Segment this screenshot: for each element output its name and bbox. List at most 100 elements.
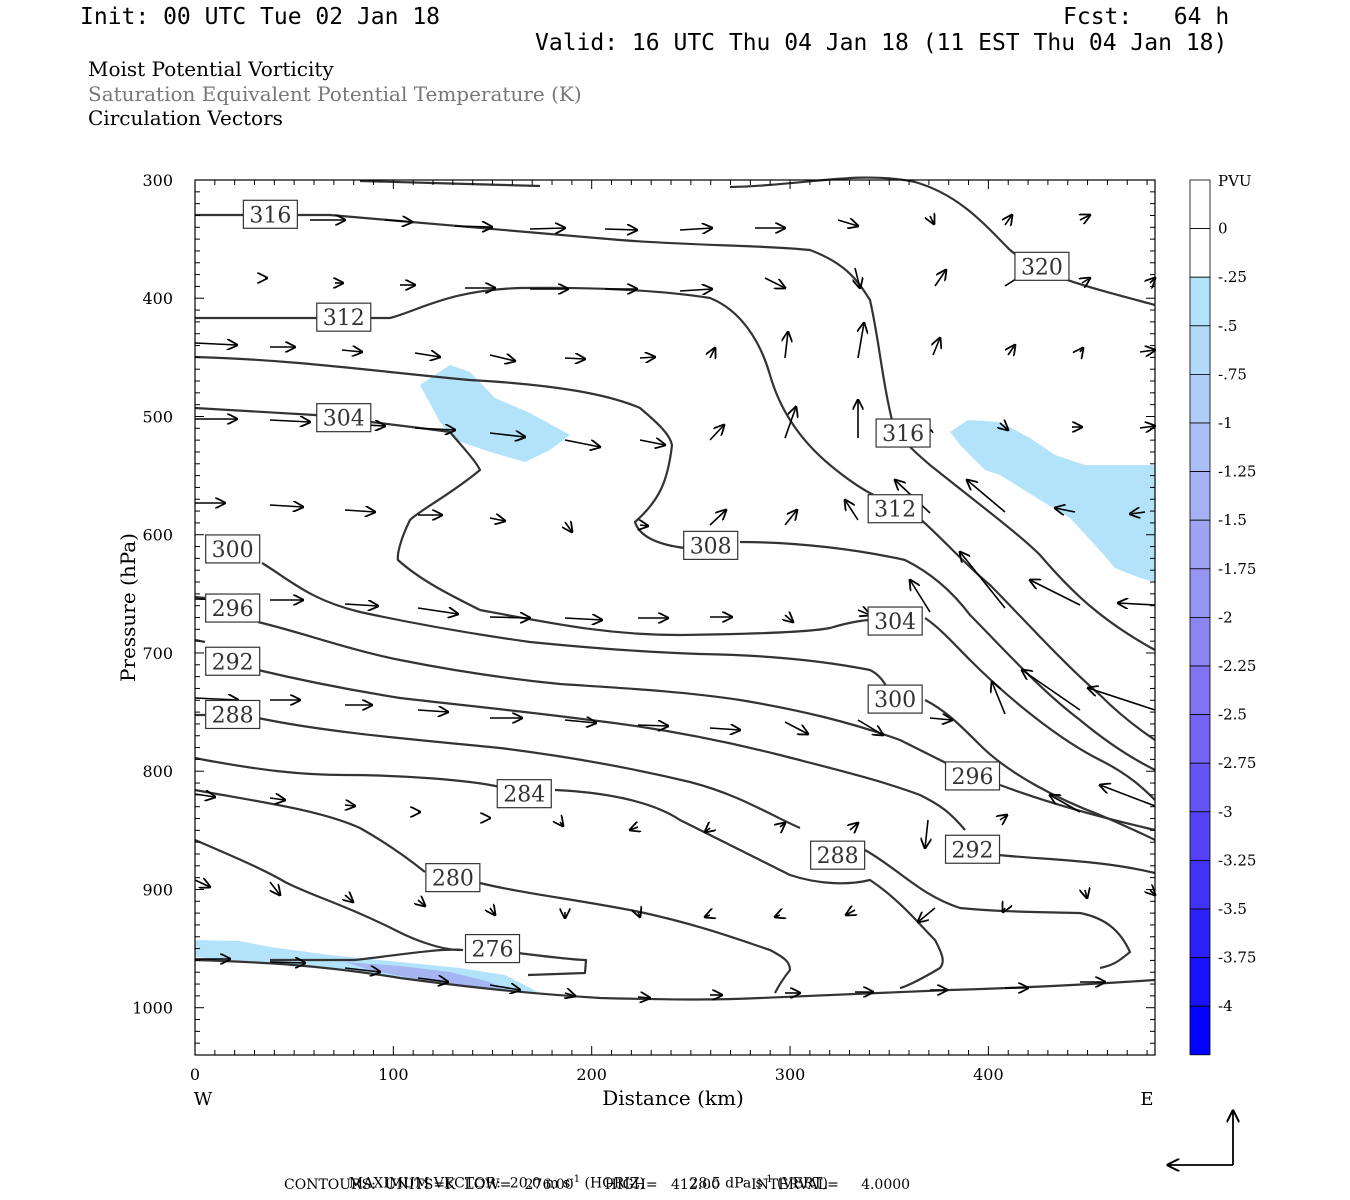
vector-arrow (858, 323, 864, 359)
colorbar-cell (1189, 860, 1211, 910)
contour-label-text: 304 (323, 407, 365, 432)
colorbar-label: 0 (1218, 220, 1228, 238)
vector-arrow (775, 915, 780, 917)
colorbar-label: -2.75 (1218, 754, 1256, 772)
vector-arrow (780, 823, 785, 827)
vector-arrow (489, 985, 520, 990)
title-vectors: Circulation Vectors (88, 106, 283, 130)
contour-280 (194, 788, 792, 994)
contour-label-box (205, 593, 261, 623)
colorbar-label: -.25 (1218, 268, 1247, 286)
colorbar-label: -3.25 (1218, 851, 1256, 869)
contour-308-a (194, 355, 686, 550)
vector-arrow (1080, 215, 1090, 220)
contour-320 (729, 176, 1156, 307)
colorbar-cell (1189, 1005, 1211, 1056)
colorbar-cell (1189, 228, 1211, 278)
vector-arrow (785, 332, 788, 359)
colorbar-label: -4 (1218, 997, 1233, 1015)
contour-304 (194, 406, 1156, 801)
vector-arrow (785, 615, 793, 622)
contour-label-box (944, 761, 1001, 791)
contour-label-box (867, 606, 923, 636)
vector-arrow (637, 997, 650, 998)
contour-label: 320 (1014, 251, 1070, 281)
contour-label: 300 (867, 684, 923, 714)
vector-arrow (417, 710, 448, 712)
contour-label-text: 296 (952, 765, 994, 790)
y-tick-label: 1000 (132, 999, 173, 1018)
contour-label-box (205, 646, 261, 676)
vector-arrow (930, 216, 934, 224)
contour-label-text: 288 (212, 703, 254, 728)
y-axis-label: Pressure (hPa) (116, 533, 140, 682)
vector-arrow (417, 978, 448, 982)
vector-arrow (1005, 215, 1012, 225)
x-tick-label: 200 (576, 1065, 607, 1084)
vector-arrow (1088, 688, 1156, 711)
contour-label-text: 316 (249, 203, 291, 228)
init-time: Init: 00 UTC Tue 02 Jan 18 (80, 4, 441, 30)
contour-272 (194, 838, 461, 952)
vector-arrow (960, 552, 1006, 609)
vector-arrow (1130, 512, 1146, 514)
max-vector-vert-unit: (VERT) (777, 1175, 828, 1192)
vector-arrow (845, 500, 859, 521)
vector-arrow (679, 228, 712, 230)
contour-label: 296 (205, 593, 261, 623)
vector-arrow (414, 353, 440, 357)
max-vector-info: MAXIMUM VECTOR: 20.0 m s-1 (HORIZ) 28.5 … (340, 1158, 828, 1192)
vector-arrow (910, 580, 931, 613)
pv-region-midlevel-east (950, 420, 1155, 582)
contour-top (359, 179, 541, 188)
vector-arrow (1082, 278, 1090, 283)
vector-arrow (384, 220, 412, 222)
max-vector-vert: 28.5 dPa s (689, 1175, 763, 1192)
vector-arrow (1139, 350, 1155, 352)
vector-arrow (345, 805, 355, 806)
contour-label-box (316, 403, 372, 433)
vector-arrow (850, 823, 858, 830)
vector-arrow (269, 505, 303, 507)
colorbar-label: -1.5 (1218, 511, 1247, 529)
vector-arrow (194, 880, 210, 887)
contour-label-text: 300 (212, 538, 254, 563)
contour-label-text: 320 (1021, 255, 1063, 280)
vector-arrow (709, 728, 740, 730)
contour-label: 284 (496, 779, 552, 809)
pv-region-surface-core (345, 962, 505, 990)
vector-arrow (1050, 795, 1081, 813)
circulation-vectors (194, 215, 1156, 998)
west-label: W (194, 1089, 213, 1110)
contour-label-text: 284 (503, 783, 545, 808)
vector-arrow (764, 277, 785, 288)
vector-arrow (1080, 348, 1083, 352)
vector-arrow (1100, 785, 1156, 807)
contour-label-box (867, 494, 923, 524)
colorbar-cell (1189, 373, 1211, 424)
max-vector-horiz: 20.0 m s (509, 1175, 571, 1192)
vector-arrow (639, 440, 665, 445)
y-tick-label: 500 (142, 407, 173, 426)
colorbar-cell (1189, 665, 1211, 715)
vector-arrow (414, 428, 455, 430)
x-tick-label: 300 (775, 1065, 806, 1084)
vector-arrow (490, 908, 495, 915)
vector-arrow (929, 718, 952, 720)
vector-arrow (933, 338, 940, 356)
vector-arrow (1022, 670, 1081, 711)
contour-labels: 316 312 304 300 296 292 288 284 280 276 320 316 312 3… (205, 199, 1070, 964)
y-tick-label: 700 (142, 644, 173, 663)
contour-label-text: 312 (323, 306, 365, 331)
contour-label: 304 (867, 606, 923, 636)
contour-label: 276 (464, 933, 521, 964)
vector-arrow (1030, 580, 1081, 606)
contour-316 (195, 213, 1156, 651)
contour-label-text: 304 (874, 610, 916, 635)
contour-label-text: 296 (212, 597, 254, 622)
contour-label-box (205, 534, 261, 564)
vector-arrow (857, 719, 883, 735)
y-tick-label: 800 (142, 762, 173, 781)
contour-label-box (316, 302, 372, 332)
vector-arrow (784, 510, 797, 526)
